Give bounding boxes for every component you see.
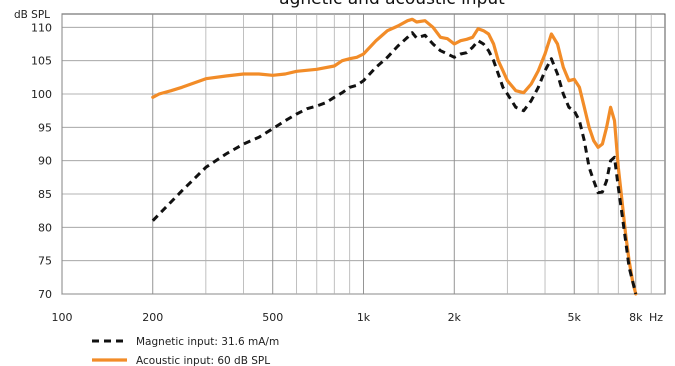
plot-lines: [151, 17, 638, 296]
x-tick-labels: 100 200 500 1k 2k 5k 8k: [52, 311, 644, 324]
legend-label-acoustic: Acoustic input: 60 dB SPL: [136, 355, 270, 366]
legend: Magnetic input: 31.6 mA/m Acoustic input:…: [92, 336, 279, 366]
y-tick-label: 105: [31, 55, 52, 68]
y-tick-label: 75: [38, 255, 52, 268]
acoustic-input-line: [151, 17, 638, 296]
grid: [61, 13, 666, 295]
y-tick-label: 70: [38, 288, 52, 301]
x-tick-label: 100: [52, 311, 73, 324]
y-tick-label: 100: [31, 88, 52, 101]
y-tick-labels: 70 75 80 85 90 95 100 105 110: [31, 21, 52, 301]
x-tick-label: 500: [262, 311, 283, 324]
x-tick-label: 5k: [568, 311, 582, 324]
y-axis-label: dB SPL: [14, 9, 50, 21]
legend-label-magnetic: Magnetic input: 31.6 mA/m: [136, 336, 279, 348]
x-tick-label: 8k: [629, 311, 643, 324]
y-tick-label: 90: [38, 155, 52, 168]
y-tick-label: 85: [38, 188, 52, 201]
x-axis-unit: Hz: [649, 311, 663, 324]
chart-title: agnetic and acoustic input: [279, 0, 505, 9]
y-tick-label: 95: [38, 121, 52, 134]
magnetic-input-line: [151, 31, 638, 295]
x-tick-label: 1k: [357, 311, 371, 324]
y-tick-label: 80: [38, 221, 52, 234]
x-tick-label: 200: [142, 311, 163, 324]
y-tick-label: 110: [31, 21, 52, 34]
x-tick-label: 2k: [448, 311, 462, 324]
